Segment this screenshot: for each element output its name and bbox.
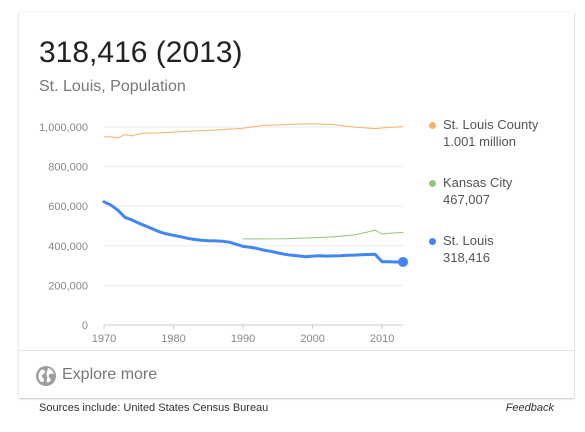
x-tick-label: 1970 [92,333,116,345]
card-divider [19,350,574,351]
x-tick-label: 2000 [300,333,324,345]
legend-name: St. Louis County [443,117,539,132]
y-tick-label: 800,000 [48,162,88,174]
series-end-point [398,256,408,267]
y-tick-label: 1,000,000 [39,122,88,134]
y-tick-label: 600,000 [48,201,88,213]
legend-dot [429,238,436,245]
x-tick-label: 1990 [231,333,255,345]
feedback-link[interactable]: Feedback [505,402,554,414]
x-tick-label: 2010 [370,333,394,345]
legend-dot [429,122,436,129]
y-tick-label: 0 [82,320,88,332]
legend-dot [429,180,436,187]
explore-more-label[interactable]: Explore more [62,366,158,383]
series-line-3 [102,200,405,264]
y-tick-label: 400,000 [48,241,88,253]
series-line-1 [103,123,404,139]
legend-value: 1.001 million [443,134,516,149]
headline-subtitle: St. Louis, Population [39,78,186,95]
knowledge-card: 318,416 (2013) St. Louis, Population 0 20… [19,12,574,398]
legend-name: St. Louis [443,233,494,248]
y-tick-label: 200,000 [48,280,88,292]
sources-text: Sources include: United States Census Bu… [39,402,269,414]
series-line-2 [242,229,404,240]
population-chart[interactable]: 0 200,000 400,000 600,000 800,000 1,000,000 19… [19,107,419,347]
globe-icon [36,366,56,386]
x-tick-label: 1980 [161,333,185,345]
legend-value: 467,007 [443,192,490,207]
legend-name: Kansas City [443,175,513,190]
legend-value: 318,416 [443,250,490,265]
headline-value: 318,416 (2013) [39,36,243,69]
